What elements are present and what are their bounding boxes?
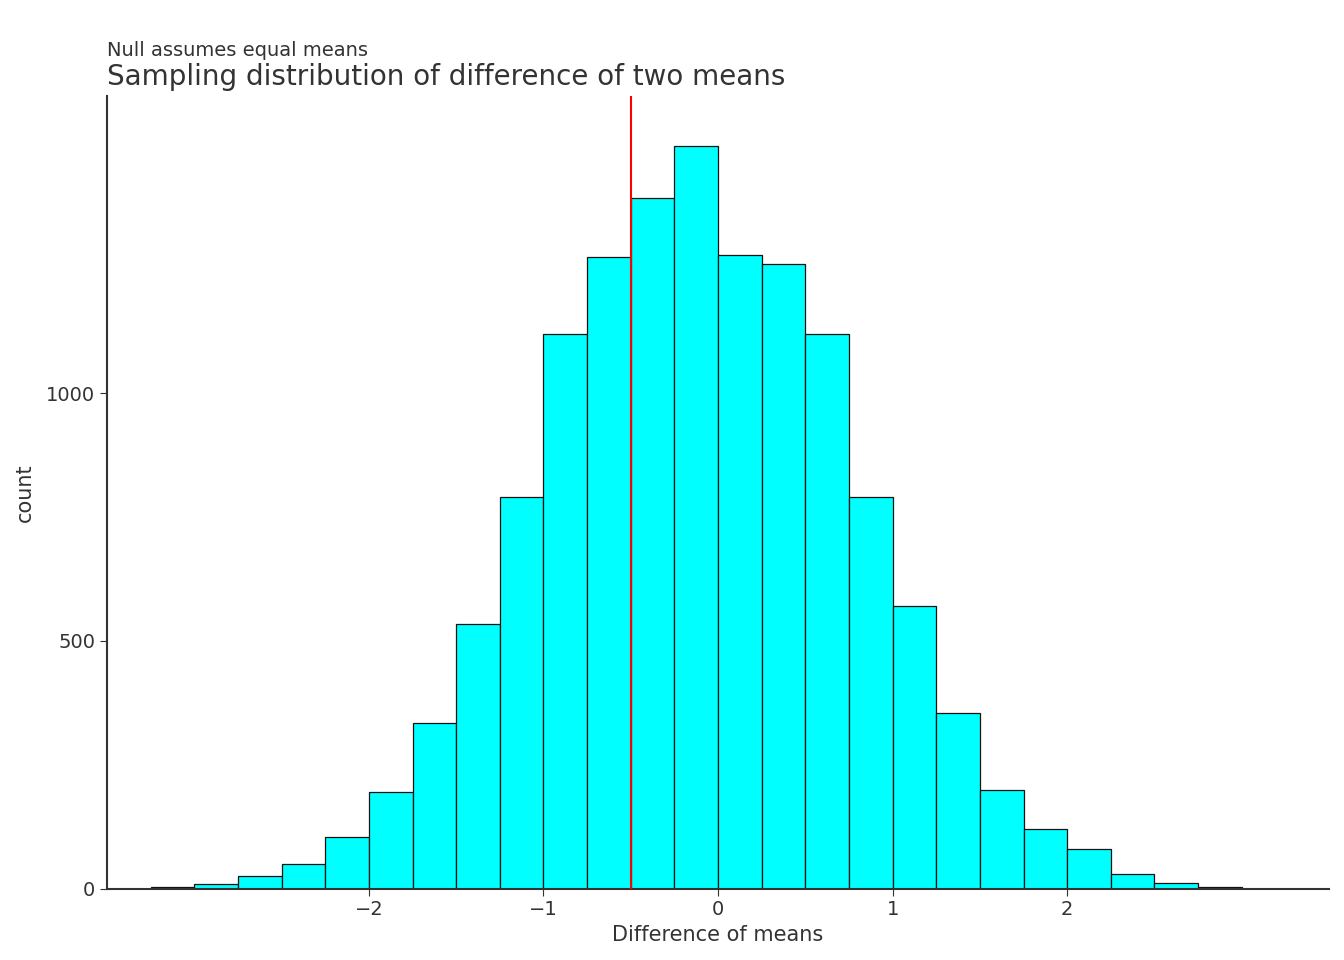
- Bar: [937, 712, 980, 889]
- Bar: [456, 624, 500, 889]
- Bar: [500, 497, 543, 889]
- Bar: [151, 887, 195, 889]
- Bar: [368, 792, 413, 889]
- Bar: [980, 789, 1024, 889]
- Bar: [1154, 882, 1198, 889]
- Bar: [195, 884, 238, 889]
- Bar: [805, 334, 849, 889]
- Bar: [849, 497, 892, 889]
- Bar: [413, 723, 456, 889]
- Bar: [238, 876, 282, 889]
- Y-axis label: count: count: [15, 463, 35, 521]
- Bar: [675, 146, 718, 889]
- Bar: [543, 334, 587, 889]
- Bar: [325, 836, 368, 889]
- Bar: [892, 607, 937, 889]
- Bar: [1198, 887, 1242, 889]
- Bar: [587, 257, 630, 889]
- Bar: [1024, 829, 1067, 889]
- Bar: [630, 198, 675, 889]
- X-axis label: Difference of means: Difference of means: [613, 925, 824, 945]
- Bar: [1110, 874, 1154, 889]
- Bar: [1067, 849, 1110, 889]
- Bar: [718, 254, 762, 889]
- Bar: [762, 265, 805, 889]
- Text: Sampling distribution of difference of two means: Sampling distribution of difference of t…: [108, 63, 785, 91]
- Bar: [282, 864, 325, 889]
- Text: Null assumes equal means: Null assumes equal means: [108, 41, 368, 60]
